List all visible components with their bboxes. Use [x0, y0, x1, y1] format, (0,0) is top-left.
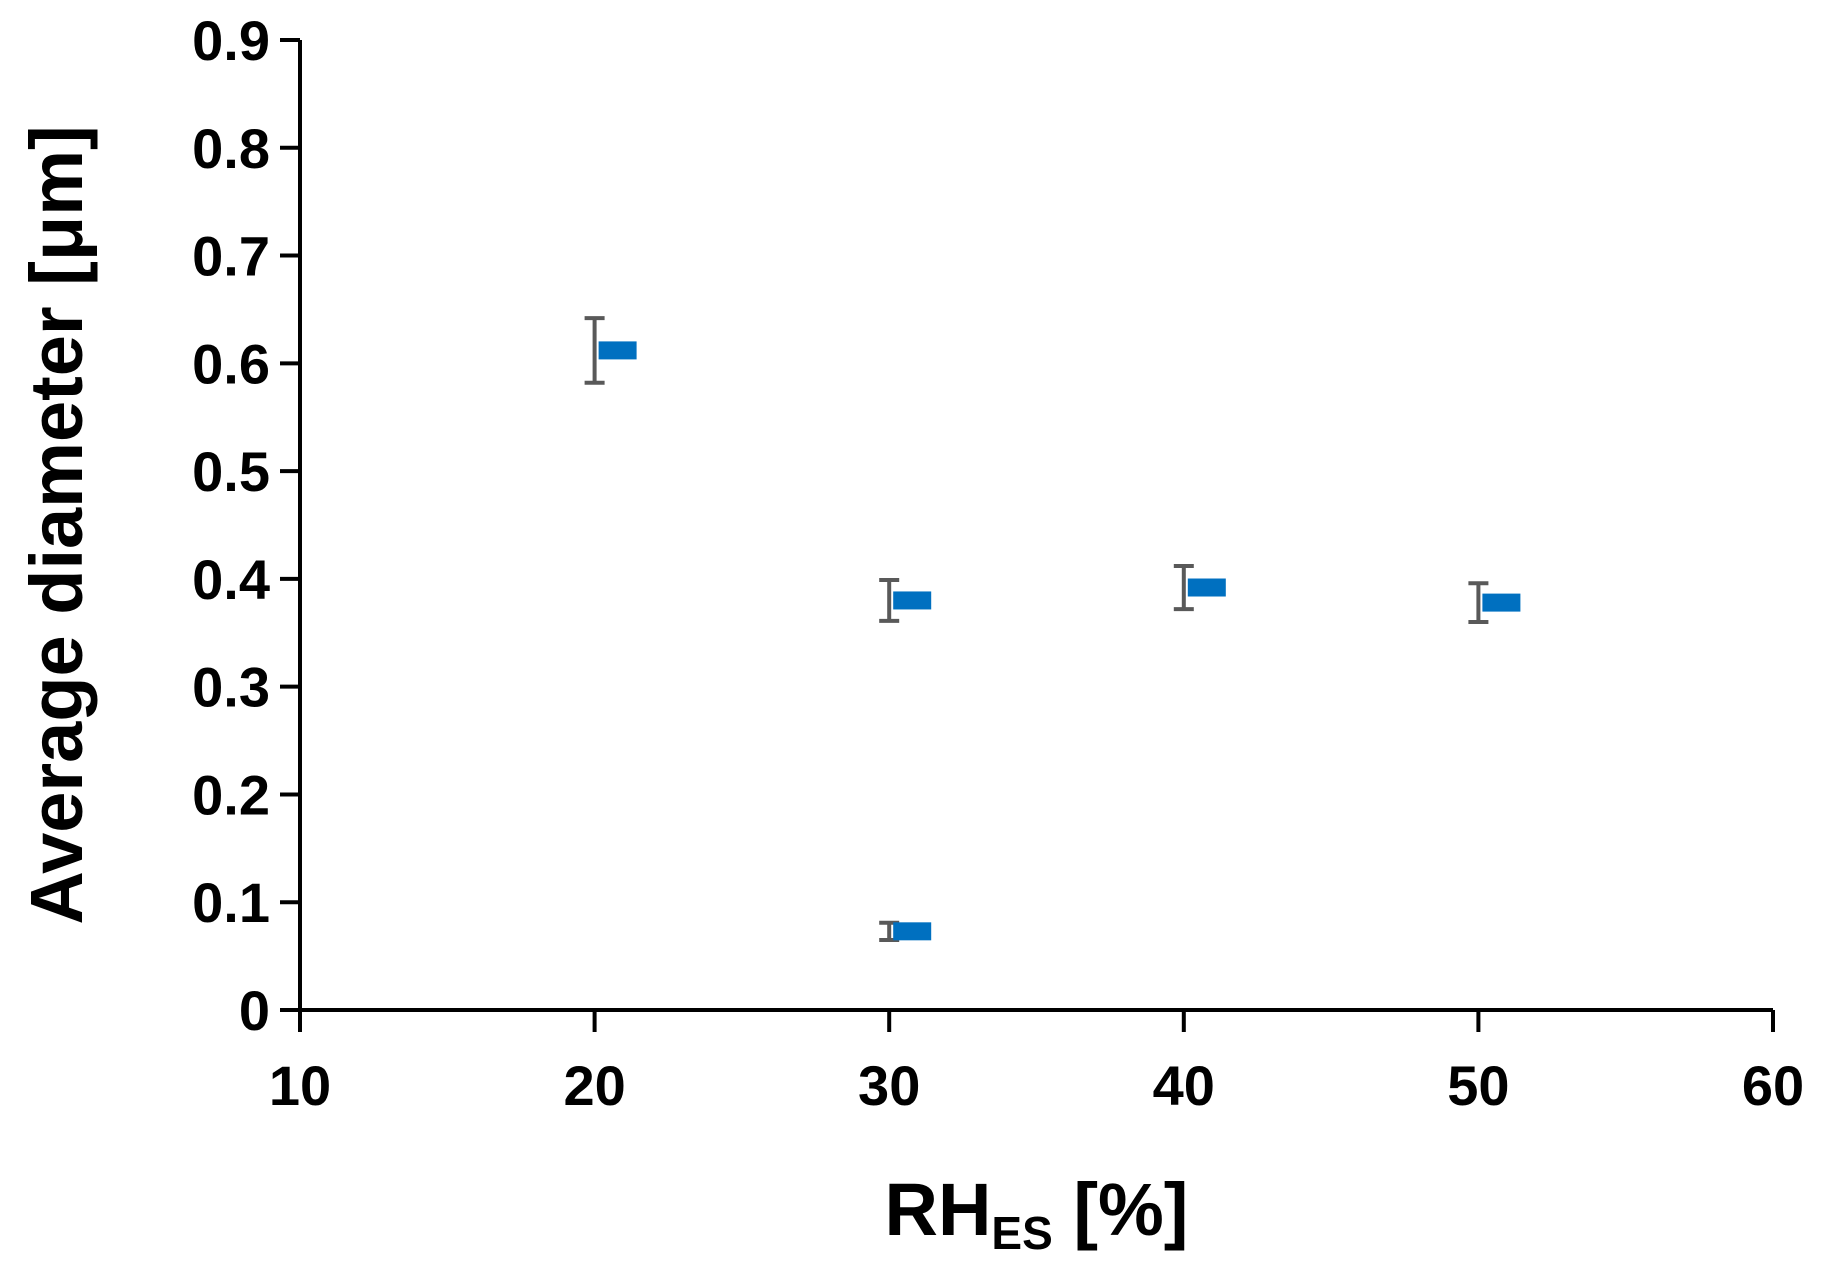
data-point-marker: [1187, 578, 1226, 597]
data-point-marker: [1482, 593, 1521, 612]
y-tick-label: 0.7: [192, 225, 270, 288]
y-tick-label: 0: [239, 979, 270, 1042]
y-tick-label: 0.8: [192, 117, 270, 180]
x-axis-title: RHES [%]: [885, 1168, 1189, 1259]
y-tick-label: 0.1: [192, 871, 270, 934]
x-tick-label: 10: [269, 1054, 331, 1117]
y-tick-label: 0.9: [192, 9, 270, 72]
y-axis-title: Average diameter [μm]: [15, 125, 98, 924]
data-point-marker: [893, 591, 932, 610]
x-axis-title-main: RH: [885, 1168, 992, 1251]
y-tick-label: 0.6: [192, 332, 270, 395]
data-point-group: [1173, 563, 1226, 612]
data-point-marker: [893, 922, 932, 941]
y-tick-label: 0.2: [192, 763, 270, 826]
data-point-group: [584, 316, 637, 385]
y-tick-label: 0.4: [192, 548, 270, 611]
y-tick-label: 0.5: [192, 440, 270, 503]
data-point-group: [879, 920, 932, 942]
data-point-marker: [598, 341, 637, 360]
x-axis-title-suffix: [%]: [1053, 1168, 1189, 1251]
x-axis-title-subscript: ES: [991, 1207, 1052, 1259]
data-point-group: [879, 577, 932, 623]
ticks: 0 0.1 0.2 0.3 0.4 0.5 0.6 0.7 0.8 0.9 10 20 30 40 50 60: [192, 9, 1804, 1117]
x-tick-label: 40: [1153, 1054, 1215, 1117]
axes: [298, 40, 1773, 1012]
y-tick-label: 0.3: [192, 656, 270, 719]
x-tick-label: 20: [563, 1054, 625, 1117]
x-tick-label: 30: [858, 1054, 920, 1117]
x-tick-label: 60: [1742, 1054, 1804, 1117]
data-points: [584, 316, 1521, 942]
data-point-group: [1468, 581, 1521, 624]
x-tick-label: 50: [1447, 1054, 1509, 1117]
